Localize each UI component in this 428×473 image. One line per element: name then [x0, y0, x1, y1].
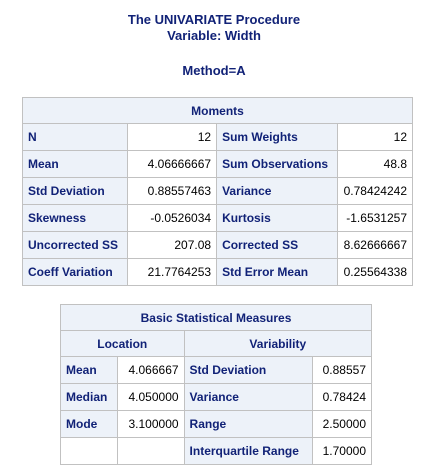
row-header: Range: [183, 410, 314, 438]
row-header: Sum Observations: [216, 150, 338, 178]
value-cell: 207.08: [126, 231, 218, 259]
value-cell: 12: [126, 123, 218, 151]
value-cell: 4.06666667: [126, 150, 218, 178]
basic-measures-group-header-row: Location Variability: [60, 330, 373, 357]
row-header: Variance: [183, 383, 314, 411]
basic-statistical-measures-table: Basic Statistical Measures Location Vari…: [60, 304, 373, 465]
value-cell: 8.62666667: [336, 231, 414, 259]
row-header: Interquartile Range: [183, 437, 314, 465]
table-row: N 12 Sum Weights 12: [22, 123, 414, 151]
table-row: Mean 4.06666667 Sum Observations 48.8: [22, 150, 414, 178]
table-row: Uncorrected SS 207.08 Corrected SS 8.626…: [22, 231, 414, 259]
row-header: Mode: [60, 410, 118, 438]
table-row: Mean 4.066667 Std Deviation 0.88557: [60, 356, 372, 384]
row-header: Mean: [60, 356, 118, 384]
basic-measures-caption: Basic Statistical Measures: [60, 304, 372, 331]
row-header: Coeff Variation: [22, 258, 128, 286]
variability-header: Variability: [183, 330, 373, 357]
row-header: Std Deviation: [183, 356, 314, 384]
value-cell: [116, 437, 185, 465]
value-cell: 12: [336, 123, 414, 151]
row-header: Mean: [22, 150, 128, 178]
value-cell: 4.050000: [116, 383, 185, 411]
table-row: Interquartile Range 1.70000: [60, 437, 372, 465]
table-row: Median 4.050000 Variance 0.78424: [60, 383, 372, 411]
method-title: Method=A: [182, 63, 246, 78]
value-cell: 2.50000: [312, 410, 372, 438]
value-cell: 48.8: [336, 150, 414, 178]
table-row: Mode 3.100000 Range 2.50000: [60, 410, 372, 438]
table-row: Skewness -0.0526034 Kurtosis -1.6531257: [22, 204, 414, 232]
table-row: Coeff Variation 21.7764253 Std Error Mea…: [22, 258, 414, 286]
table-row: Std Deviation 0.88557463 Variance 0.7842…: [22, 177, 414, 205]
row-header: Uncorrected SS: [22, 231, 128, 259]
procedure-title: The UNIVARIATE Procedure: [127, 12, 301, 27]
row-header: Std Error Mean: [216, 258, 338, 286]
row-header: N: [22, 123, 128, 151]
row-header: Kurtosis: [216, 204, 338, 232]
value-cell: 0.88557463: [126, 177, 218, 205]
value-cell: 0.88557: [312, 356, 372, 384]
value-cell: 4.066667: [116, 356, 185, 384]
row-header: Variance: [216, 177, 338, 205]
row-header: Median: [60, 383, 118, 411]
row-header: Skewness: [22, 204, 128, 232]
moments-table: Moments N 12 Sum Weights 12 Mean 4.06666…: [22, 97, 414, 286]
value-cell: 1.70000: [312, 437, 372, 465]
row-header: Std Deviation: [22, 177, 128, 205]
row-header: Corrected SS: [216, 231, 338, 259]
value-cell: -0.0526034: [126, 204, 218, 232]
value-cell: -1.6531257: [336, 204, 414, 232]
variable-title: Variable: Width: [167, 28, 261, 43]
moments-caption: Moments: [22, 97, 413, 124]
value-cell: 0.78424242: [336, 177, 414, 205]
moments-caption-row: Moments: [22, 97, 413, 124]
row-header: Sum Weights: [216, 123, 338, 151]
basic-measures-caption-row: Basic Statistical Measures: [60, 304, 372, 331]
value-cell: 3.100000: [116, 410, 185, 438]
row-header: [60, 437, 118, 465]
value-cell: 0.78424: [312, 383, 372, 411]
value-cell: 0.25564338: [336, 258, 414, 286]
value-cell: 21.7764253: [126, 258, 218, 286]
location-header: Location: [60, 330, 185, 357]
